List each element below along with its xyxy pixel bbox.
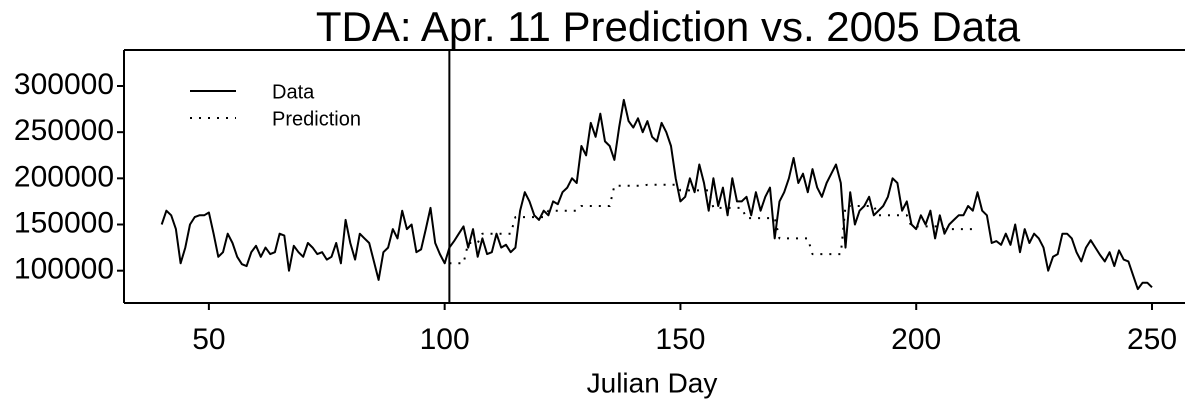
x-axis-label: Julian Day	[587, 367, 718, 398]
x-tick-label: 50	[192, 323, 225, 356]
x-tick-label: 150	[655, 323, 705, 356]
y-tick-label: 200000	[14, 160, 114, 193]
data-line	[160, 98, 1153, 291]
y-tick-label: 300000	[14, 68, 114, 101]
x-tick-label: 200	[891, 323, 941, 356]
legend-label: Data	[272, 81, 315, 103]
legend-label: Prediction	[272, 108, 361, 130]
y-tick-label: 250000	[14, 114, 114, 147]
x-tick-label: 100	[420, 323, 470, 356]
x-tick-label: 250	[1127, 323, 1177, 356]
chart-title: TDA: Apr. 11 Prediction vs. 2005 Data	[316, 3, 1021, 50]
y-tick-label: 150000	[14, 206, 114, 239]
y-tick-label: 100000	[14, 253, 114, 286]
